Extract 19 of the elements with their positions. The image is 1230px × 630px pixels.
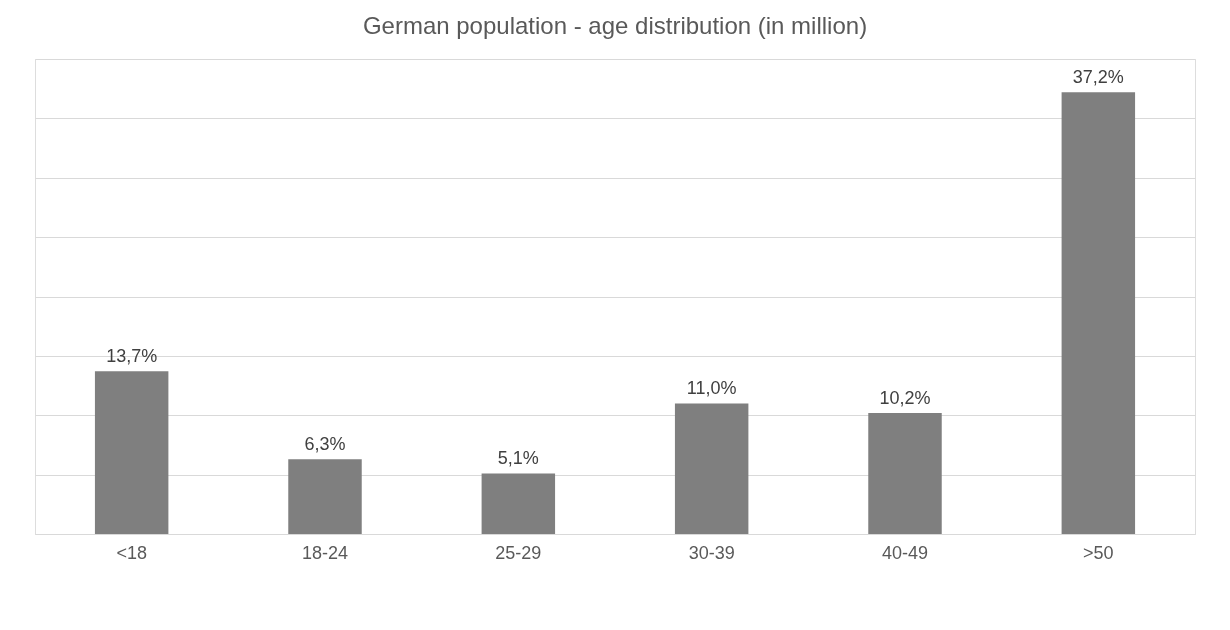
- x-tick-label: <18: [116, 542, 147, 563]
- bar: [674, 403, 749, 534]
- data-label: 11,0%: [686, 378, 737, 399]
- data-label: 6,3%: [304, 434, 346, 455]
- data-label: 10,2%: [879, 387, 931, 408]
- bar: [868, 412, 942, 534]
- x-tick-label: 18-24: [301, 542, 349, 563]
- bar: [288, 459, 362, 534]
- bar: [481, 473, 556, 534]
- x-tick-label: >50: [1083, 542, 1114, 563]
- bar: [1061, 92, 1136, 534]
- data-label: 37,2%: [1072, 67, 1124, 88]
- data-label: 5,1%: [497, 448, 539, 469]
- bar: [94, 371, 169, 534]
- x-tick-label: 25-29: [495, 542, 542, 563]
- chart-title: German population - age distribution (in million): [362, 12, 868, 39]
- x-tick-label: 30-39: [688, 542, 735, 563]
- data-label: 13,7%: [106, 346, 158, 367]
- x-tick-label: 40-49: [881, 542, 929, 563]
